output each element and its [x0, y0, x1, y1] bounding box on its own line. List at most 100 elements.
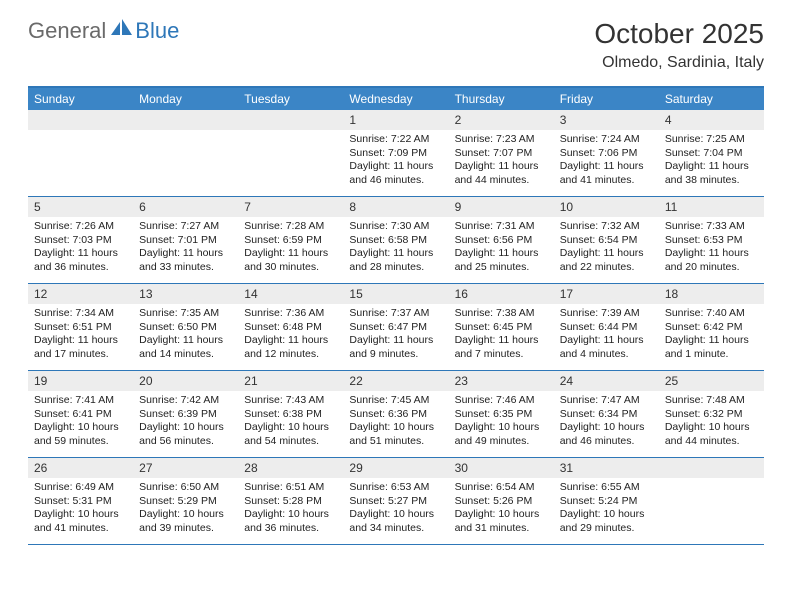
sunrise-text: Sunrise: 7:33 AM: [665, 220, 758, 234]
sunset-text: Sunset: 6:38 PM: [244, 408, 337, 422]
daylight-text: Daylight: 11 hours and 46 minutes.: [349, 160, 442, 187]
header: General Blue October 2025 Olmedo, Sardin…: [0, 0, 792, 78]
sunrise-text: Sunrise: 6:53 AM: [349, 481, 442, 495]
day-cell: 15Sunrise: 7:37 AMSunset: 6:47 PMDayligh…: [343, 284, 448, 370]
sunset-text: Sunset: 7:04 PM: [665, 147, 758, 161]
weekday-header-row: SundayMondayTuesdayWednesdayThursdayFrid…: [28, 88, 764, 110]
day-body: Sunrise: 7:33 AMSunset: 6:53 PMDaylight:…: [659, 217, 764, 279]
sunset-text: Sunset: 5:27 PM: [349, 495, 442, 509]
daylight-text: Daylight: 11 hours and 1 minute.: [665, 334, 758, 361]
day-cell: 21Sunrise: 7:43 AMSunset: 6:38 PMDayligh…: [238, 371, 343, 457]
sunset-text: Sunset: 6:32 PM: [665, 408, 758, 422]
sunset-text: Sunset: 6:39 PM: [139, 408, 232, 422]
daylight-text: Daylight: 11 hours and 9 minutes.: [349, 334, 442, 361]
sunset-text: Sunset: 6:54 PM: [560, 234, 653, 248]
day-body: Sunrise: 7:34 AMSunset: 6:51 PMDaylight:…: [28, 304, 133, 366]
daylight-text: Daylight: 11 hours and 44 minutes.: [455, 160, 548, 187]
day-body: Sunrise: 6:54 AMSunset: 5:26 PMDaylight:…: [449, 478, 554, 540]
day-body: Sunrise: 6:51 AMSunset: 5:28 PMDaylight:…: [238, 478, 343, 540]
day-body: Sunrise: 7:36 AMSunset: 6:48 PMDaylight:…: [238, 304, 343, 366]
logo-text-blue: Blue: [135, 18, 179, 44]
sunrise-text: Sunrise: 7:34 AM: [34, 307, 127, 321]
day-body: Sunrise: 6:50 AMSunset: 5:29 PMDaylight:…: [133, 478, 238, 540]
day-cell: 17Sunrise: 7:39 AMSunset: 6:44 PMDayligh…: [554, 284, 659, 370]
day-number: 16: [449, 284, 554, 304]
sunset-text: Sunset: 6:50 PM: [139, 321, 232, 335]
day-body: Sunrise: 7:30 AMSunset: 6:58 PMDaylight:…: [343, 217, 448, 279]
title-block: October 2025 Olmedo, Sardinia, Italy: [594, 18, 764, 72]
day-number: 17: [554, 284, 659, 304]
day-cell: 2Sunrise: 7:23 AMSunset: 7:07 PMDaylight…: [449, 110, 554, 196]
sunrise-text: Sunrise: 7:37 AM: [349, 307, 442, 321]
day-number: 13: [133, 284, 238, 304]
day-cell: 16Sunrise: 7:38 AMSunset: 6:45 PMDayligh…: [449, 284, 554, 370]
sunrise-text: Sunrise: 7:47 AM: [560, 394, 653, 408]
day-body: Sunrise: 7:31 AMSunset: 6:56 PMDaylight:…: [449, 217, 554, 279]
sunrise-text: Sunrise: 7:40 AM: [665, 307, 758, 321]
day-number: 24: [554, 371, 659, 391]
day-number: 2: [449, 110, 554, 130]
day-cell: 9Sunrise: 7:31 AMSunset: 6:56 PMDaylight…: [449, 197, 554, 283]
day-cell: 6Sunrise: 7:27 AMSunset: 7:01 PMDaylight…: [133, 197, 238, 283]
weekday-header: Friday: [554, 88, 659, 110]
day-cell: 26Sunrise: 6:49 AMSunset: 5:31 PMDayligh…: [28, 458, 133, 544]
empty-cell: [238, 110, 343, 196]
day-body: Sunrise: 7:27 AMSunset: 7:01 PMDaylight:…: [133, 217, 238, 279]
daylight-text: Daylight: 11 hours and 17 minutes.: [34, 334, 127, 361]
sunset-text: Sunset: 6:42 PM: [665, 321, 758, 335]
weekday-header: Saturday: [659, 88, 764, 110]
sunset-text: Sunset: 5:31 PM: [34, 495, 127, 509]
day-number: 29: [343, 458, 448, 478]
day-number: 25: [659, 371, 764, 391]
daylight-text: Daylight: 11 hours and 7 minutes.: [455, 334, 548, 361]
sunset-text: Sunset: 6:51 PM: [34, 321, 127, 335]
sunset-text: Sunset: 5:29 PM: [139, 495, 232, 509]
day-number: 4: [659, 110, 764, 130]
day-body: Sunrise: 7:47 AMSunset: 6:34 PMDaylight:…: [554, 391, 659, 453]
day-body: Sunrise: 7:46 AMSunset: 6:35 PMDaylight:…: [449, 391, 554, 453]
day-number: [238, 110, 343, 130]
day-number: 31: [554, 458, 659, 478]
calendar: SundayMondayTuesdayWednesdayThursdayFrid…: [28, 86, 764, 545]
sunset-text: Sunset: 6:45 PM: [455, 321, 548, 335]
sunset-text: Sunset: 6:56 PM: [455, 234, 548, 248]
sunrise-text: Sunrise: 7:41 AM: [34, 394, 127, 408]
logo: General Blue: [28, 18, 179, 44]
day-cell: 19Sunrise: 7:41 AMSunset: 6:41 PMDayligh…: [28, 371, 133, 457]
day-number: 1: [343, 110, 448, 130]
weekday-header: Wednesday: [343, 88, 448, 110]
sunrise-text: Sunrise: 7:36 AM: [244, 307, 337, 321]
sunrise-text: Sunrise: 6:54 AM: [455, 481, 548, 495]
daylight-text: Daylight: 11 hours and 36 minutes.: [34, 247, 127, 274]
day-cell: 4Sunrise: 7:25 AMSunset: 7:04 PMDaylight…: [659, 110, 764, 196]
sunrise-text: Sunrise: 7:28 AM: [244, 220, 337, 234]
day-number: 7: [238, 197, 343, 217]
day-body: Sunrise: 7:22 AMSunset: 7:09 PMDaylight:…: [343, 130, 448, 192]
daylight-text: Daylight: 11 hours and 4 minutes.: [560, 334, 653, 361]
day-number: 9: [449, 197, 554, 217]
day-body: Sunrise: 7:25 AMSunset: 7:04 PMDaylight:…: [659, 130, 764, 192]
day-body: Sunrise: 7:28 AMSunset: 6:59 PMDaylight:…: [238, 217, 343, 279]
day-cell: 18Sunrise: 7:40 AMSunset: 6:42 PMDayligh…: [659, 284, 764, 370]
sunset-text: Sunset: 7:07 PM: [455, 147, 548, 161]
sunset-text: Sunset: 5:24 PM: [560, 495, 653, 509]
daylight-text: Daylight: 11 hours and 41 minutes.: [560, 160, 653, 187]
daylight-text: Daylight: 10 hours and 59 minutes.: [34, 421, 127, 448]
sunrise-text: Sunrise: 7:22 AM: [349, 133, 442, 147]
sunset-text: Sunset: 6:59 PM: [244, 234, 337, 248]
calendar-weeks: 1Sunrise: 7:22 AMSunset: 7:09 PMDaylight…: [28, 110, 764, 545]
day-cell: 22Sunrise: 7:45 AMSunset: 6:36 PMDayligh…: [343, 371, 448, 457]
week-row: 5Sunrise: 7:26 AMSunset: 7:03 PMDaylight…: [28, 197, 764, 284]
day-cell: 5Sunrise: 7:26 AMSunset: 7:03 PMDaylight…: [28, 197, 133, 283]
daylight-text: Daylight: 10 hours and 29 minutes.: [560, 508, 653, 535]
day-number: 14: [238, 284, 343, 304]
sunset-text: Sunset: 6:53 PM: [665, 234, 758, 248]
day-cell: 27Sunrise: 6:50 AMSunset: 5:29 PMDayligh…: [133, 458, 238, 544]
daylight-text: Daylight: 11 hours and 30 minutes.: [244, 247, 337, 274]
day-cell: 24Sunrise: 7:47 AMSunset: 6:34 PMDayligh…: [554, 371, 659, 457]
sunrise-text: Sunrise: 7:42 AM: [139, 394, 232, 408]
sunrise-text: Sunrise: 7:30 AM: [349, 220, 442, 234]
empty-cell: [28, 110, 133, 196]
daylight-text: Daylight: 10 hours and 39 minutes.: [139, 508, 232, 535]
daylight-text: Daylight: 10 hours and 54 minutes.: [244, 421, 337, 448]
